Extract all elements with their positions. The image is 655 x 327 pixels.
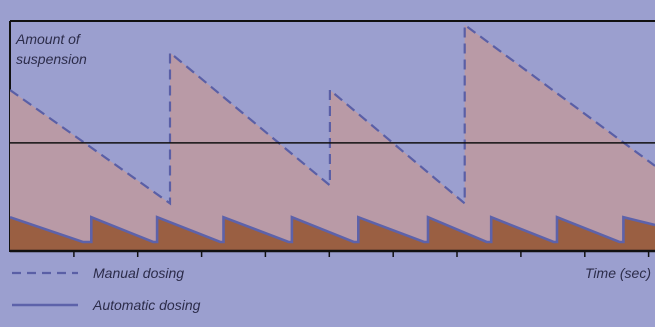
y-axis-label-line2: suspension <box>16 51 87 67</box>
y-axis-label-line1: Amount of <box>15 31 82 47</box>
legend-label-manual: Manual dosing <box>93 265 184 281</box>
legend-label-automatic: Automatic dosing <box>92 297 201 313</box>
x-axis-label: Time (sec) <box>585 265 651 281</box>
legend: Manual dosing Automatic dosing <box>12 265 201 313</box>
automatic-dosing-line <box>10 215 655 244</box>
manual-dosing-area <box>10 24 655 252</box>
x-axis-ticks <box>73 251 650 257</box>
series-layer <box>10 22 655 252</box>
